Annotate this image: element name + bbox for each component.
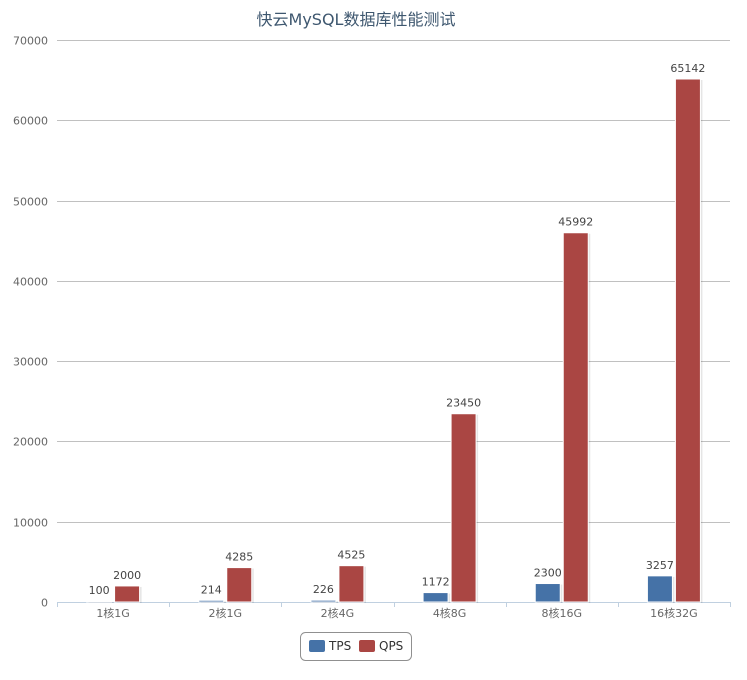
legend-label-tps[interactable]: TPS — [328, 639, 351, 653]
data-label: 214 — [201, 583, 222, 596]
data-label: 226 — [313, 583, 334, 596]
y-tick-label: 30000 — [13, 356, 48, 369]
x-tick-label: 1核1G — [96, 606, 130, 620]
legend-label-qps[interactable]: QPS — [379, 639, 403, 653]
y-tick-label: 40000 — [13, 276, 48, 289]
bar-tps[interactable] — [534, 583, 561, 603]
bar-qps[interactable] — [338, 565, 365, 603]
bar-qps[interactable] — [450, 413, 477, 603]
chart-title: 快云MySQL数据库性能测试 — [257, 10, 456, 29]
x-tick-label: 4核8G — [433, 606, 467, 620]
x-tick-label: 16核32G — [650, 606, 698, 620]
data-label: 4525 — [337, 549, 365, 562]
x-axis: 1核1G 2核1G 2核4G 4核8G 8核16G 16核32G — [57, 602, 731, 620]
x-tick-label: 2核1G — [208, 606, 242, 620]
y-tick-label: 20000 — [13, 436, 48, 449]
x-tick-label: 8核16G — [541, 606, 582, 620]
data-label: 3257 — [646, 559, 674, 572]
bar-tps[interactable] — [310, 599, 337, 603]
data-label: 4285 — [225, 551, 253, 564]
legend-swatch-tps[interactable] — [309, 640, 325, 652]
data-label: 2000 — [113, 569, 141, 582]
data-label: 23450 — [446, 397, 481, 410]
data-label: 65142 — [670, 62, 705, 75]
bar-qps[interactable] — [114, 585, 141, 603]
data-label: 1172 — [422, 576, 450, 589]
legend-swatch-qps[interactable] — [359, 640, 375, 652]
grid-layer — [57, 40, 730, 523]
bar-shadow — [88, 602, 114, 603]
legend[interactable]: TPS QPS — [300, 632, 412, 661]
bars — [86, 78, 703, 603]
bar-tps[interactable] — [646, 575, 673, 603]
legend-box — [300, 632, 412, 661]
y-tick-label: 0 — [41, 597, 48, 610]
y-tick-label: 70000 — [13, 35, 48, 48]
bar-tps[interactable] — [198, 599, 225, 603]
y-axis: 0 10000 20000 30000 40000 50000 60000 70000 — [13, 35, 48, 610]
data-label: 45992 — [558, 216, 593, 229]
bar-tps[interactable] — [86, 600, 113, 603]
data-label: 2300 — [534, 567, 562, 580]
bar-qps[interactable] — [226, 567, 253, 603]
y-tick-label: 10000 — [13, 517, 48, 530]
y-tick-label: 60000 — [13, 115, 48, 128]
bar-qps[interactable] — [674, 78, 701, 603]
y-tick-label: 50000 — [13, 196, 48, 209]
bar-tps[interactable] — [422, 592, 449, 603]
bar-qps[interactable] — [562, 232, 589, 603]
data-label: 100 — [89, 584, 110, 597]
x-tick-label: 2核4G — [321, 606, 355, 620]
